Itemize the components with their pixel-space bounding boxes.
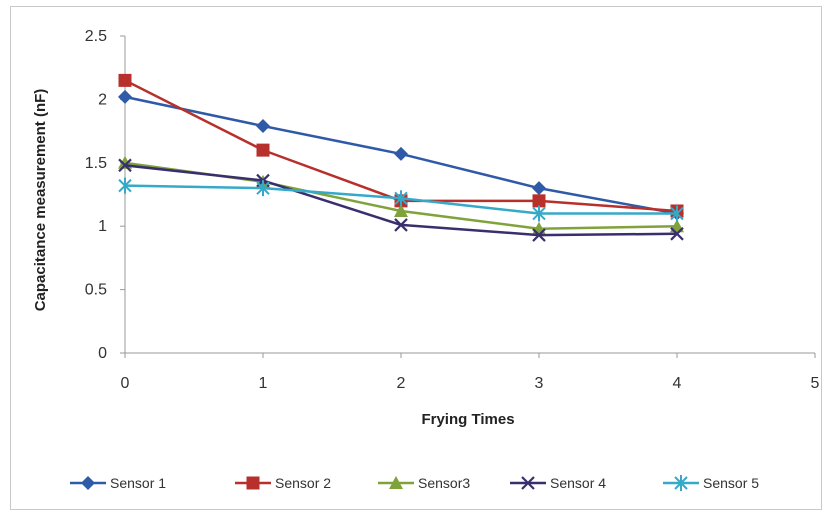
- series-5: [118, 177, 684, 222]
- data-point: [118, 73, 132, 87]
- y-tick-label: 1: [98, 218, 107, 235]
- legend-item: Sensor 4: [510, 475, 606, 491]
- legend-item: Sensor 5: [663, 475, 759, 491]
- data-point: [394, 218, 408, 232]
- legend-marker: [81, 476, 95, 490]
- legend-label: Sensor3: [418, 475, 470, 491]
- data-point: [118, 89, 132, 104]
- data-point: [532, 205, 546, 222]
- legend-marker: [246, 476, 260, 490]
- series-layer: [118, 73, 684, 242]
- data-point: [532, 228, 546, 242]
- data-point: [256, 119, 270, 134]
- y-axis-title: Capacitance measurement (nF): [32, 89, 49, 312]
- legend-item: Sensor3: [378, 475, 470, 491]
- data-point: [670, 227, 684, 241]
- x-tick-label: 2: [397, 375, 406, 392]
- data-point: [118, 158, 132, 173]
- data-point: [532, 181, 546, 196]
- legend-item: Sensor 1: [70, 475, 166, 491]
- legend-label: Sensor 5: [703, 475, 759, 491]
- legend-label: Sensor 2: [275, 475, 331, 491]
- y-tick-label: 0: [98, 345, 107, 362]
- y-tick-label: 2: [98, 91, 107, 108]
- y-tick-label: 1.5: [85, 155, 107, 172]
- legend: Sensor 1 Sensor 2 Sensor3 Sensor 4 Sensor 5: [70, 475, 759, 491]
- x-tick-label: 4: [673, 375, 682, 392]
- data-point: [670, 205, 684, 222]
- legend-item: Sensor 2: [235, 475, 331, 491]
- data-point: [532, 194, 546, 208]
- data-point: [394, 146, 408, 161]
- data-point: [256, 143, 270, 157]
- y-tick-label: 0.5: [85, 282, 107, 299]
- axes: 0 0.5 1 1.5 2 2.5 0 1 2 3 4 5: [85, 28, 820, 392]
- legend-label: Sensor 1: [110, 475, 166, 491]
- legend-marker: [389, 476, 403, 489]
- data-point: [256, 180, 270, 197]
- x-tick-label: 5: [811, 375, 820, 392]
- legend-label: Sensor 4: [550, 475, 606, 491]
- data-point: [394, 203, 408, 217]
- legend-marker: [521, 476, 535, 490]
- data-point: [118, 177, 132, 194]
- x-tick-label: 1: [259, 375, 268, 392]
- x-tick-label: 3: [535, 375, 544, 392]
- y-tick-label: 2.5: [85, 28, 107, 45]
- x-axis-title: Frying Times: [421, 411, 514, 428]
- x-tick-label: 0: [121, 375, 130, 392]
- data-point: [394, 190, 408, 207]
- legend-marker: [674, 475, 688, 491]
